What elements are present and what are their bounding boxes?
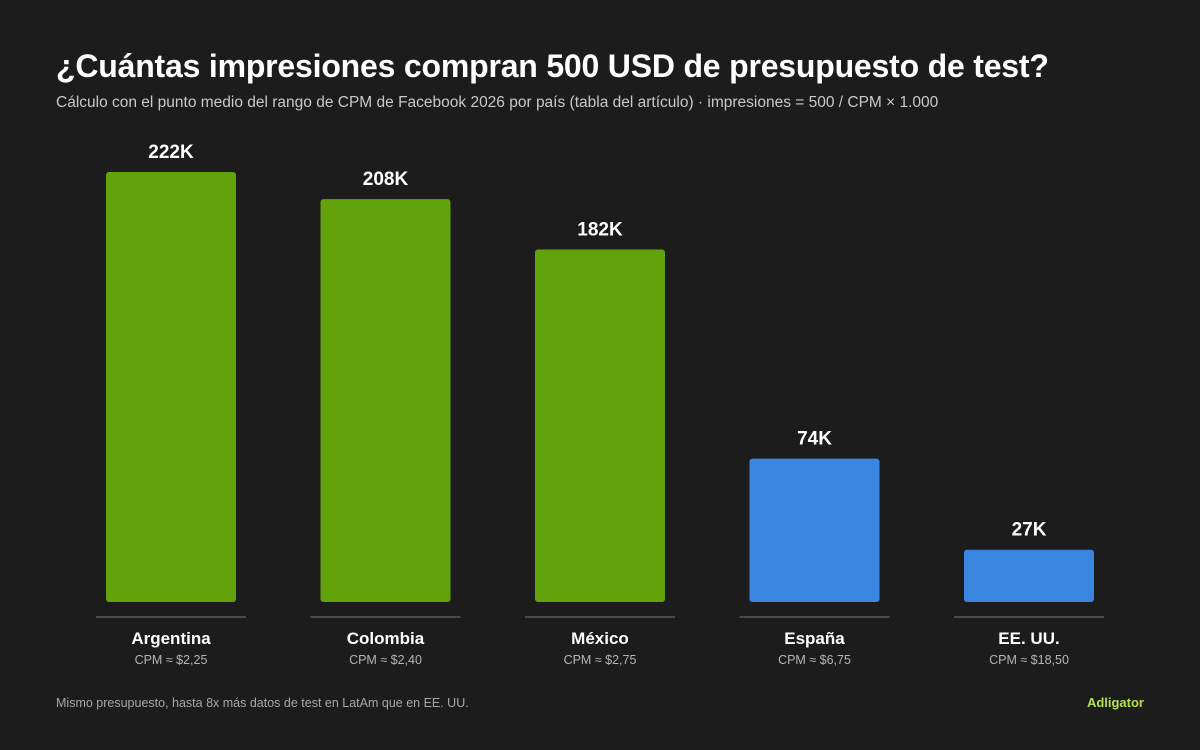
bar-value-label: 182K [577, 219, 623, 240]
bar-2 [535, 249, 665, 602]
category-label: México [571, 629, 629, 648]
category-label: España [784, 629, 845, 648]
footnote: Mismo presupuesto, hasta 8x más datos de… [56, 696, 469, 710]
cpm-label: CPM ≈ $2,75 [564, 653, 637, 667]
bar-4 [964, 549, 1094, 602]
cpm-label: CPM ≈ $2,40 [349, 653, 422, 667]
category-label: EE. UU. [998, 629, 1059, 648]
cpm-label: CPM ≈ $18,50 [989, 653, 1069, 667]
bar-3 [749, 458, 880, 602]
category-label: Colombia [347, 629, 425, 648]
category-label: Argentina [131, 629, 211, 648]
bar-value-label: 222K [148, 142, 194, 163]
brand-logo: Adligator [1086, 695, 1144, 710]
bar-value-label: 208K [363, 169, 409, 190]
chart-subtitle: Cálculo con el punto medio del rango de … [56, 94, 939, 111]
cpm-label: CPM ≈ $6,75 [778, 653, 851, 667]
bar-0 [106, 172, 236, 602]
bar-1 [320, 199, 451, 602]
bar-value-label: 27K [1012, 520, 1047, 541]
cpm-label: CPM ≈ $2,25 [135, 653, 208, 667]
chart-title: ¿Cuántas impresiones compran 500 USD de … [56, 48, 1049, 84]
bar-value-label: 74K [797, 429, 832, 450]
